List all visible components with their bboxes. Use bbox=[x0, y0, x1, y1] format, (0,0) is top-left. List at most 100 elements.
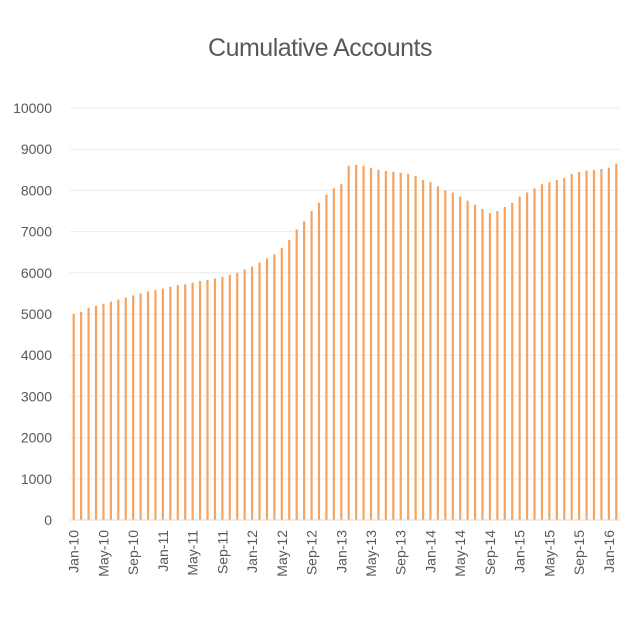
bar bbox=[169, 286, 172, 520]
bar bbox=[585, 170, 588, 520]
x-tick-label: Jan-16 bbox=[601, 530, 617, 573]
bar bbox=[191, 282, 194, 520]
gridlines bbox=[70, 107, 620, 521]
bar bbox=[496, 211, 499, 520]
bar bbox=[459, 196, 462, 520]
bar bbox=[540, 184, 544, 520]
y-axis: 0 1000 2000 3000 4000 5000 6000 7000 8000 9000 100… bbox=[13, 100, 52, 528]
bar bbox=[325, 194, 328, 520]
bar bbox=[332, 188, 335, 520]
bar bbox=[198, 281, 202, 520]
bar bbox=[258, 262, 261, 520]
bar bbox=[213, 278, 217, 520]
bar bbox=[184, 284, 187, 520]
bar bbox=[407, 173, 410, 521]
bar bbox=[563, 178, 566, 521]
bar bbox=[280, 248, 283, 520]
bar bbox=[72, 314, 75, 520]
y-tick-label: 5000 bbox=[21, 306, 52, 322]
bar bbox=[221, 276, 224, 520]
bar bbox=[146, 291, 150, 520]
bar bbox=[414, 175, 417, 521]
bar bbox=[206, 279, 209, 520]
bar bbox=[355, 164, 358, 520]
x-tick-label: Jan-14 bbox=[422, 530, 438, 573]
x-tick-label: May-11 bbox=[185, 530, 201, 576]
bar bbox=[317, 202, 321, 520]
bar bbox=[243, 269, 246, 520]
bar bbox=[369, 167, 373, 521]
bar bbox=[570, 173, 573, 521]
x-tick-label: Sep-11 bbox=[214, 530, 230, 574]
bar bbox=[340, 184, 343, 520]
x-tick-label: May-10 bbox=[95, 530, 111, 577]
bar bbox=[444, 190, 447, 520]
y-tick-label: 9000 bbox=[21, 141, 52, 157]
bar bbox=[265, 258, 269, 520]
bar bbox=[555, 180, 558, 520]
bar bbox=[615, 163, 618, 520]
bar bbox=[132, 295, 135, 520]
x-tick-label: Jan-15 bbox=[512, 530, 528, 573]
bar bbox=[511, 202, 514, 520]
bar bbox=[176, 285, 179, 520]
bar bbox=[80, 311, 83, 520]
x-tick-label: Sep-10 bbox=[125, 530, 141, 575]
x-tick-label: Sep-14 bbox=[482, 530, 498, 575]
bar bbox=[87, 307, 90, 520]
y-tick-label: 2000 bbox=[21, 430, 52, 446]
bar bbox=[117, 299, 120, 520]
bar bbox=[481, 208, 484, 520]
bar bbox=[124, 297, 127, 520]
bar bbox=[310, 211, 313, 520]
y-tick-label: 8000 bbox=[21, 182, 52, 198]
y-tick-label: 4000 bbox=[21, 347, 52, 363]
bar bbox=[436, 186, 440, 520]
y-tick-label: 6000 bbox=[21, 265, 52, 281]
bar bbox=[109, 301, 112, 520]
x-tick-label: Jan-12 bbox=[244, 530, 260, 573]
bar bbox=[548, 182, 551, 520]
bar bbox=[384, 171, 387, 520]
bar bbox=[607, 167, 610, 521]
x-axis: Jan-10 May-10 Sep-10 Jan-11 May-11 Sep-11 Jan-… bbox=[66, 519, 620, 577]
bar bbox=[94, 305, 98, 520]
x-tick-label: May-15 bbox=[541, 530, 557, 577]
bar bbox=[592, 169, 596, 521]
bar bbox=[139, 293, 142, 520]
bar bbox=[303, 221, 306, 521]
bar bbox=[250, 266, 254, 520]
bar bbox=[273, 254, 276, 520]
bar bbox=[154, 290, 157, 520]
bar bbox=[578, 171, 581, 521]
y-tick-label: 0 bbox=[44, 512, 52, 528]
bar bbox=[392, 171, 395, 521]
bar bbox=[228, 274, 231, 520]
bar bbox=[295, 229, 298, 521]
y-tick-label: 10000 bbox=[13, 100, 52, 116]
bar bbox=[451, 192, 454, 520]
y-tick-label: 7000 bbox=[21, 224, 52, 240]
bar bbox=[466, 200, 469, 520]
bar bbox=[518, 196, 521, 520]
x-tick-label: Jan-11 bbox=[155, 530, 171, 572]
x-tick-label: Sep-15 bbox=[571, 530, 587, 575]
y-tick-label: 1000 bbox=[21, 471, 52, 487]
bar bbox=[503, 206, 506, 520]
bar bbox=[600, 168, 603, 520]
bar bbox=[102, 303, 105, 520]
bar bbox=[525, 192, 529, 520]
bar bbox=[399, 172, 402, 520]
bar bbox=[429, 182, 432, 520]
bar bbox=[473, 204, 477, 520]
x-tick-label: May-12 bbox=[274, 530, 290, 577]
bar bbox=[236, 272, 239, 520]
x-tick-label: May-13 bbox=[363, 530, 379, 577]
bar bbox=[421, 180, 425, 520]
bar bbox=[288, 239, 291, 520]
bar bbox=[347, 165, 350, 520]
bar bbox=[377, 169, 380, 521]
x-tick-label: Sep-12 bbox=[304, 530, 320, 575]
x-tick-label: Jan-13 bbox=[333, 530, 349, 573]
x-tick-label: May-14 bbox=[452, 530, 468, 577]
